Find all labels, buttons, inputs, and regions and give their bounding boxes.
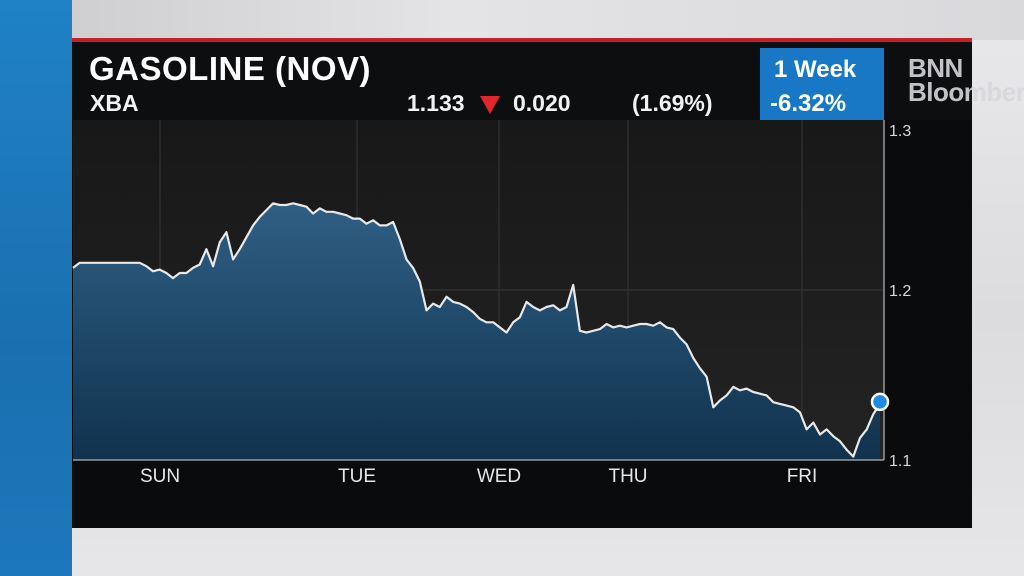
down-arrow-icon bbox=[480, 96, 500, 114]
y-tick-label: 1.1 bbox=[889, 453, 911, 470]
percent-change: (1.69%) bbox=[632, 90, 713, 116]
instrument-title: GASOLINE (NOV) bbox=[89, 50, 372, 87]
last-price-marker bbox=[870, 392, 890, 412]
y-tick-label: 1.3 bbox=[889, 123, 911, 140]
studio-background bbox=[72, 0, 1024, 40]
panel-top-rule bbox=[72, 38, 972, 42]
y-tick-label: 1.2 bbox=[889, 283, 911, 300]
ticker-symbol: XBA bbox=[90, 90, 139, 116]
period-change-box: 1 Week -6.32% bbox=[760, 48, 884, 124]
x-tick-label: TUE bbox=[338, 466, 376, 487]
price-chart: SUN TUE WED THU FRI 1.1 1.2 1.3 bbox=[72, 120, 972, 528]
price-area bbox=[73, 203, 880, 461]
quote-header: GASOLINE (NOV) XBA 1.133 0.020 (1.69%) 1… bbox=[72, 42, 972, 124]
logo-line-1: BNN bbox=[908, 53, 963, 83]
x-tick-label: THU bbox=[608, 466, 647, 487]
period-change-value: -6.32% bbox=[770, 90, 847, 117]
x-tick-label: WED bbox=[477, 466, 521, 487]
side-accent-bar bbox=[0, 0, 72, 576]
price-chart-svg: SUN TUE WED THU FRI 1.1 1.2 1.3 bbox=[72, 120, 911, 487]
network-logo: BNN Bloomberg bbox=[908, 53, 1024, 107]
price-line bbox=[72, 202, 881, 458]
chart-panel: GASOLINE (NOV) XBA 1.133 0.020 (1.69%) 1… bbox=[72, 38, 1024, 528]
net-change: 0.020 bbox=[513, 90, 571, 116]
x-tick-label: FRI bbox=[787, 466, 818, 487]
logo-line-2: Bloomberg bbox=[908, 77, 1024, 107]
period-label: 1 Week bbox=[774, 56, 857, 83]
last-price: 1.133 bbox=[407, 90, 465, 116]
x-tick-label: SUN bbox=[140, 466, 180, 487]
